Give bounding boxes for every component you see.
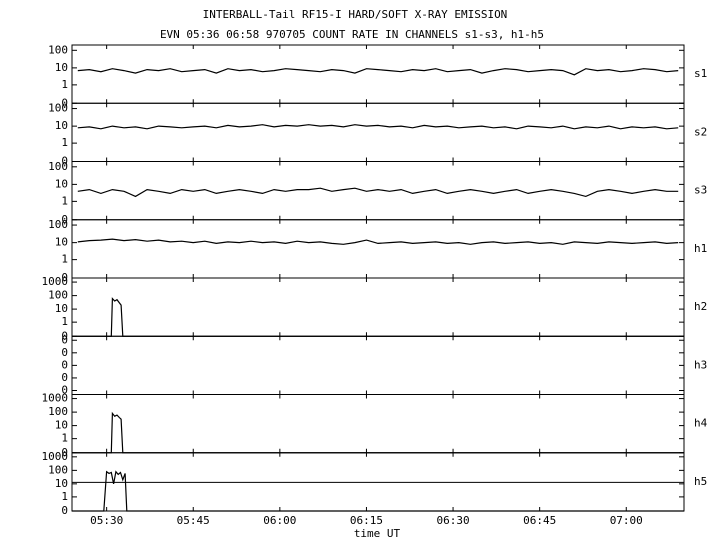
y-tick-label: 0 bbox=[61, 346, 68, 359]
y-tick-label: 0 bbox=[61, 358, 68, 371]
y-tick-label: 0 bbox=[61, 446, 68, 459]
y-tick-label: 1 bbox=[61, 490, 68, 503]
y-tick-label: 1 bbox=[61, 136, 68, 149]
panel-frame bbox=[71, 44, 685, 104]
panel-frame bbox=[71, 161, 685, 221]
panel-label: h4 bbox=[694, 417, 708, 430]
y-tick-label: 1 bbox=[61, 78, 68, 91]
y-tick-label: 100 bbox=[48, 43, 68, 56]
y-tick-label: 100 bbox=[48, 102, 68, 115]
y-tick-label: 1000 bbox=[42, 450, 69, 463]
panel-label: s3 bbox=[694, 184, 707, 197]
data-line bbox=[72, 470, 684, 512]
y-tick-label: 1000 bbox=[42, 275, 69, 288]
chart-subtitle: EVN 05:36 06:58 970705 COUNT RATE IN CHA… bbox=[160, 28, 544, 41]
y-tick-label: 10 bbox=[55, 477, 68, 490]
x-tick-label: 06:45 bbox=[523, 514, 556, 527]
x-tick-label: 05:30 bbox=[90, 514, 123, 527]
y-tick-label: 1 bbox=[61, 432, 68, 445]
data-line bbox=[77, 68, 679, 76]
y-tick-label: 100 bbox=[48, 405, 68, 418]
x-axis-label: time UT bbox=[354, 527, 401, 540]
y-tick-label: 0 bbox=[61, 213, 68, 226]
panel-frame bbox=[71, 219, 685, 279]
x-tick-label: 05:45 bbox=[177, 514, 210, 527]
y-tick-label: 1 bbox=[61, 253, 68, 266]
y-tick-label: 100 bbox=[48, 289, 68, 302]
y-tick-label: 0 bbox=[61, 371, 68, 384]
y-tick-label: 1 bbox=[61, 315, 68, 328]
y-tick-label: 0 bbox=[61, 96, 68, 109]
panel-label: s2 bbox=[694, 125, 707, 138]
x-tick-label: 07:00 bbox=[610, 514, 643, 527]
y-tick-label: 100 bbox=[48, 160, 68, 173]
y-tick-label: 0 bbox=[61, 504, 68, 517]
y-tick-label: 0 bbox=[61, 333, 68, 346]
data-line bbox=[72, 297, 684, 337]
y-tick-label: 10 bbox=[55, 236, 68, 249]
y-tick-label: 1000 bbox=[42, 392, 69, 405]
chart-title: INTERBALL-Tail RF15-I HARD/SOFT X-RAY EM… bbox=[203, 8, 508, 21]
x-tick-label: 06:15 bbox=[350, 514, 383, 527]
y-tick-label: 10 bbox=[55, 177, 68, 190]
panel-frame bbox=[71, 102, 685, 162]
panel-label: h3 bbox=[694, 358, 707, 371]
panel-label: h1 bbox=[694, 242, 707, 255]
data-line bbox=[77, 187, 679, 198]
y-tick-label: 1 bbox=[61, 194, 68, 207]
y-tick-label: 10 bbox=[55, 119, 68, 132]
y-tick-label: 100 bbox=[48, 218, 68, 231]
y-tick-label: 10 bbox=[55, 302, 68, 315]
panel-frame bbox=[71, 394, 685, 454]
data-line bbox=[72, 411, 684, 454]
x-tick-label: 06:00 bbox=[263, 514, 296, 527]
panel-frame bbox=[71, 277, 685, 337]
data-line bbox=[77, 124, 679, 130]
x-tick-label: 06:30 bbox=[436, 514, 469, 527]
y-tick-label: 0 bbox=[61, 384, 68, 397]
y-tick-label: 100 bbox=[48, 463, 68, 476]
y-tick-label: 0 bbox=[61, 329, 68, 342]
y-tick-label: 10 bbox=[55, 419, 68, 432]
y-tick-label: 0 bbox=[61, 155, 68, 168]
y-tick-label: 0 bbox=[61, 271, 68, 284]
panel-frame bbox=[71, 335, 685, 395]
panel-label: h5 bbox=[694, 475, 707, 488]
panel-label: s1 bbox=[694, 67, 707, 80]
y-tick-label: 10 bbox=[55, 61, 68, 74]
data-line bbox=[77, 238, 679, 245]
panel-label: h2 bbox=[694, 300, 707, 313]
